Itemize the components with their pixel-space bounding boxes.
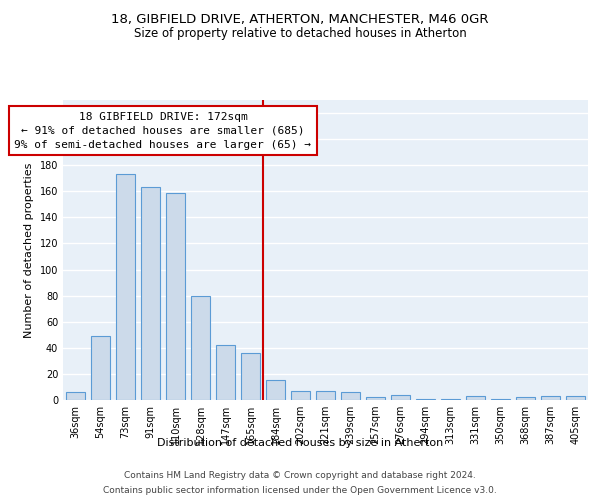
Bar	[291, 391, 310, 400]
Text: 18, GIBFIELD DRIVE, ATHERTON, MANCHESTER, M46 0GR: 18, GIBFIELD DRIVE, ATHERTON, MANCHESTER…	[111, 12, 489, 26]
Bar	[466, 396, 485, 400]
Bar	[566, 396, 585, 400]
Bar	[516, 398, 535, 400]
Y-axis label: Number of detached properties: Number of detached properties	[24, 162, 34, 338]
Bar	[166, 192, 185, 400]
Bar	[241, 353, 260, 400]
Bar	[541, 396, 560, 400]
Bar	[91, 336, 110, 400]
Text: Contains HM Land Registry data © Crown copyright and database right 2024.: Contains HM Land Registry data © Crown c…	[124, 471, 476, 480]
Bar	[441, 398, 460, 400]
Bar	[141, 188, 160, 400]
Bar	[491, 398, 510, 400]
Text: Contains public sector information licensed under the Open Government Licence v3: Contains public sector information licen…	[103, 486, 497, 495]
Bar	[116, 174, 135, 400]
Bar	[366, 398, 385, 400]
Bar	[316, 391, 335, 400]
Bar	[341, 392, 360, 400]
Bar	[416, 398, 435, 400]
Bar	[191, 296, 210, 400]
Text: 18 GIBFIELD DRIVE: 172sqm
← 91% of detached houses are smaller (685)
9% of semi-: 18 GIBFIELD DRIVE: 172sqm ← 91% of detac…	[14, 112, 311, 150]
Bar	[66, 392, 85, 400]
Text: Distribution of detached houses by size in Atherton: Distribution of detached houses by size …	[157, 438, 443, 448]
Text: Size of property relative to detached houses in Atherton: Size of property relative to detached ho…	[134, 28, 466, 40]
Bar	[391, 395, 410, 400]
Bar	[216, 345, 235, 400]
Bar	[266, 380, 285, 400]
